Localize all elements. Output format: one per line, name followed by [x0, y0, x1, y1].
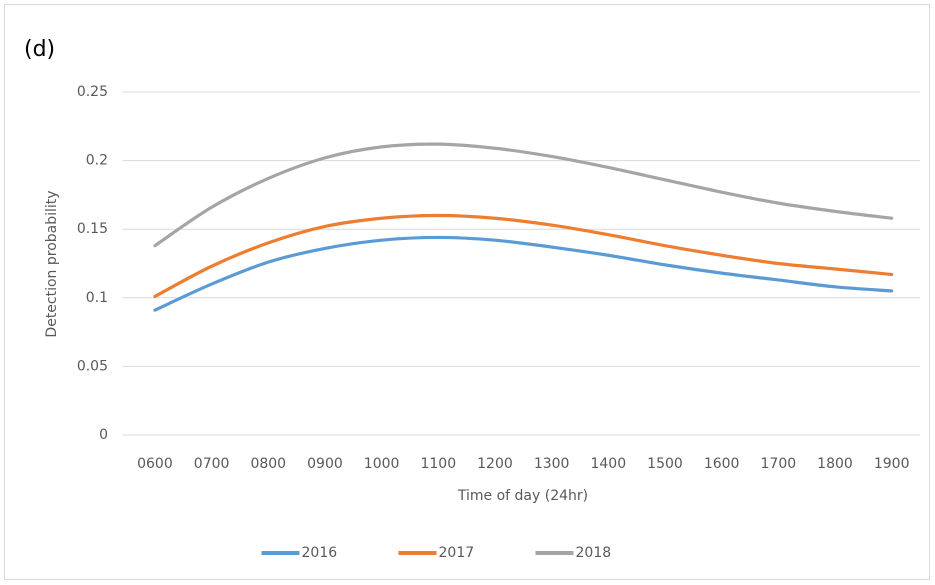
x-tick-label: 0800	[250, 456, 286, 472]
x-tick-label: 0700	[194, 456, 230, 472]
series-line	[153, 142, 894, 248]
chart-title: (d)	[24, 37, 55, 62]
x-tick-label: 1900	[874, 456, 910, 472]
y-tick-label: 0.1	[86, 290, 108, 306]
y-tick-label: 0	[99, 427, 108, 443]
x-tick-label: 1800	[817, 456, 853, 472]
x-tick-label: 1200	[477, 456, 513, 472]
y-axis-title: Detection probability	[44, 190, 60, 337]
x-tick-label: 1500	[647, 456, 683, 472]
x-tick-label: 1000	[364, 456, 400, 472]
legend-label: 2016	[302, 545, 338, 561]
x-tick-label: 1700	[761, 456, 797, 472]
y-tick-label: 0.2	[86, 153, 108, 169]
x-tick-label: 1100	[420, 456, 456, 472]
legend-label: 2017	[439, 545, 475, 561]
y-tick-label: 0.15	[77, 221, 108, 237]
y-tick-label: 0.05	[77, 358, 108, 374]
x-tick-label: 0600	[137, 456, 173, 472]
x-tick-label: 0900	[307, 456, 343, 472]
x-tick-label: 1400	[590, 456, 626, 472]
legend-label: 2018	[576, 545, 612, 561]
series-line	[153, 213, 894, 299]
x-tick-label: 1300	[534, 456, 570, 472]
chart-border	[4, 4, 930, 580]
x-tick-label: 1600	[704, 456, 740, 472]
series-line	[153, 235, 894, 312]
y-tick-label: 0.25	[77, 84, 108, 100]
x-axis-title: Time of day (24hr)	[457, 488, 588, 504]
